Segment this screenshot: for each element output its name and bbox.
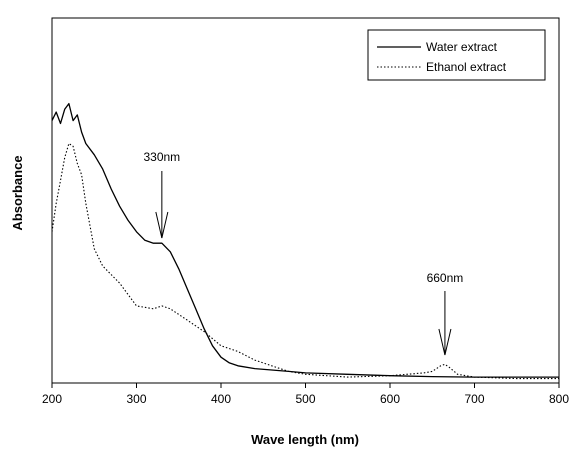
annotation-label-660nm: 660nm — [427, 271, 464, 285]
annotation-arrow-head-660nm — [438, 328, 452, 356]
annotation-arrow-head-330nm — [155, 211, 169, 239]
series-layer — [51, 102, 559, 380]
x-axis-title: Wave length (nm) — [251, 432, 359, 447]
x-tick-label-800: 800 — [549, 392, 569, 406]
x-tick-label-500: 500 — [295, 392, 315, 406]
x-axis: 200 300 400 500 600 700 800 — [42, 383, 569, 406]
series-line-ethanol-extract — [51, 142, 559, 380]
x-tick-label-200: 200 — [42, 392, 62, 406]
x-tick-label-300: 300 — [126, 392, 146, 406]
x-tick-label-400: 400 — [211, 392, 231, 406]
legend-label-ethanol: Ethanol extract — [426, 60, 507, 74]
series-line-water-extract — [51, 102, 559, 378]
legend: Water extract Ethanol extract — [367, 29, 546, 81]
x-tick-label-700: 700 — [464, 392, 484, 406]
annotation-label-330nm: 330nm — [143, 150, 180, 164]
annotation-layer: 330nm 660nm — [143, 150, 464, 356]
legend-label-water: Water extract — [426, 40, 498, 54]
legend-box — [367, 29, 546, 81]
x-tick-label-600: 600 — [380, 392, 400, 406]
y-axis-title: Absorbance — [10, 155, 25, 230]
